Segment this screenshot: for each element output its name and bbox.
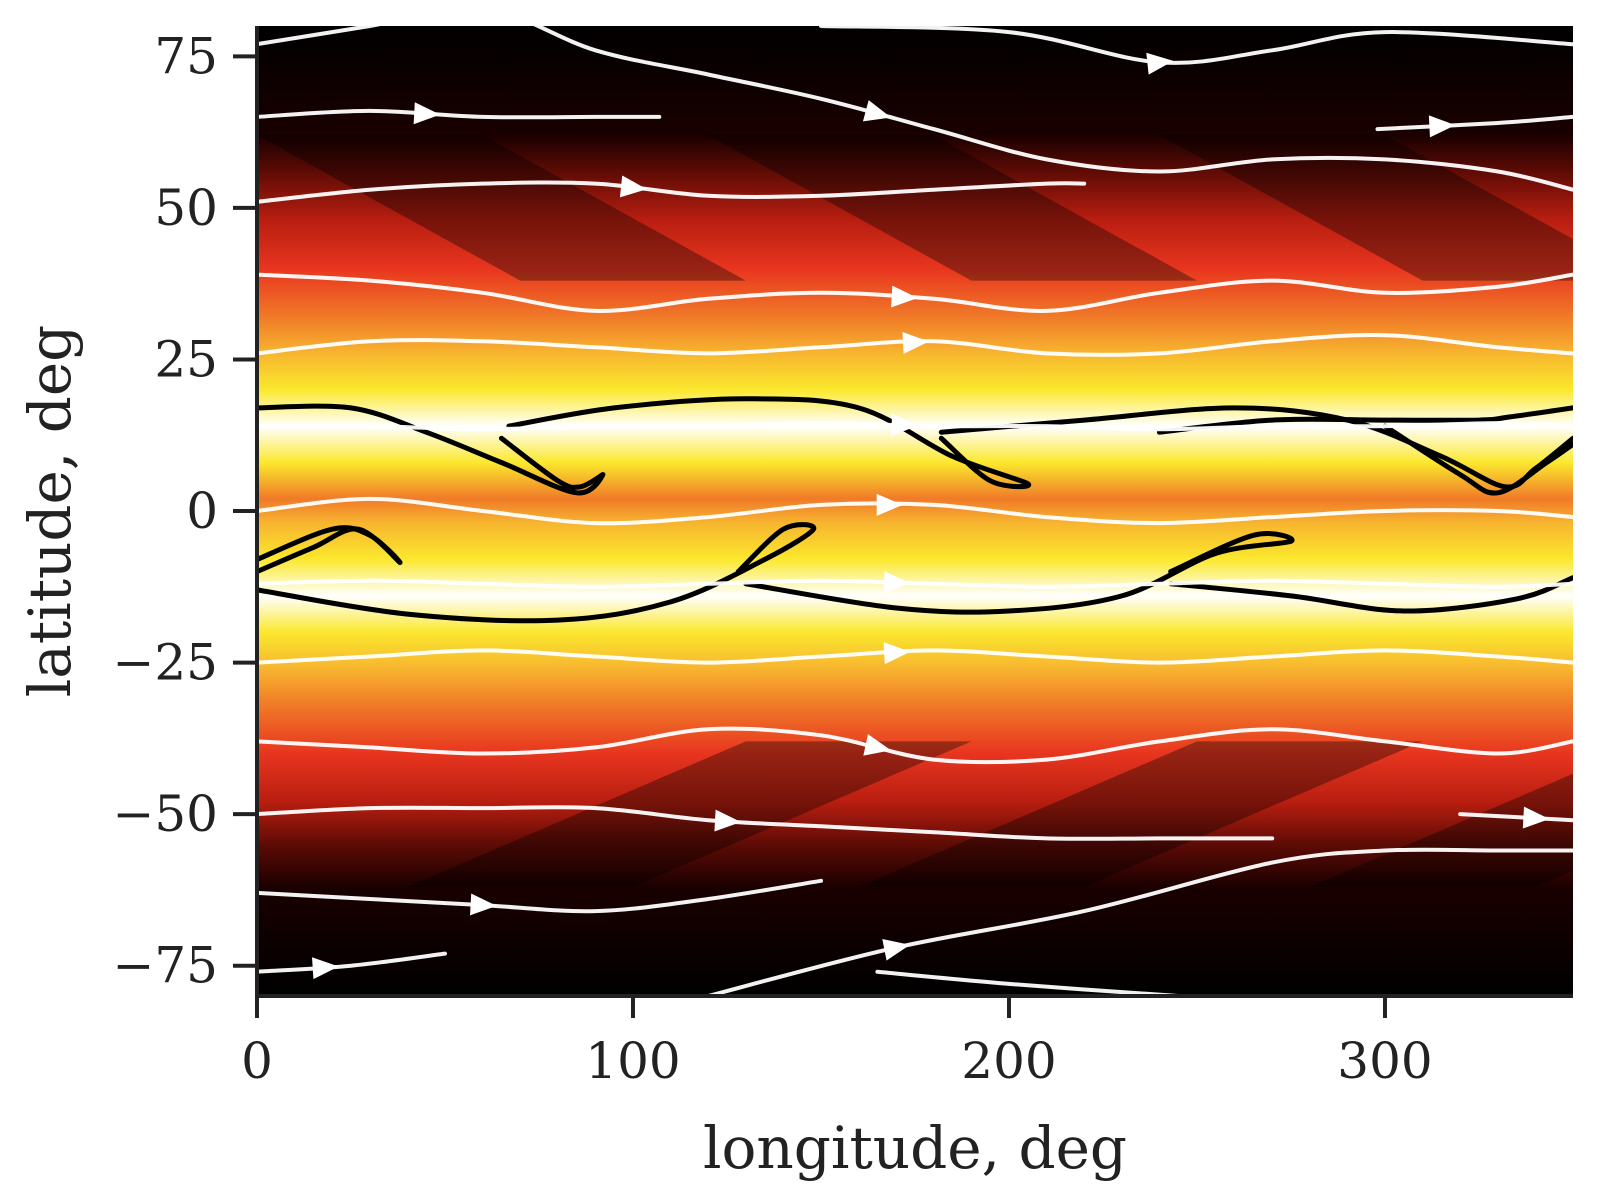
contour-lines [257, 396, 1573, 624]
wave-band-south [858, 741, 1423, 887]
y-tick-label: −75 [112, 937, 218, 995]
x-ticks: 0 100 200 300 [241, 996, 1433, 1090]
streamline-arrow-10 [891, 413, 918, 436]
streamline-9 [257, 496, 1573, 526]
streamline-14 [257, 108, 662, 120]
streamline-arrow-2 [863, 734, 892, 756]
streamline-0 [257, 578, 1573, 589]
wave-band-south [1309, 773, 1573, 887]
streamline-11 [257, 333, 1573, 357]
streamline-arrow-4 [470, 893, 497, 916]
streamline-arrow-16 [1146, 52, 1174, 75]
y-tick-label: −25 [112, 634, 218, 692]
y-tick-label: 25 [154, 330, 218, 388]
contour-line-5 [257, 525, 403, 575]
streamline-arrow-15 [862, 100, 891, 122]
plot-area [257, 26, 1573, 996]
streamline-8 [875, 969, 1181, 996]
streamline-12 [257, 272, 1573, 313]
streamline-4 [257, 878, 823, 914]
contour-line-8 [1168, 575, 1573, 614]
y-tick-label: 50 [154, 179, 218, 237]
contour-line-4 [1382, 423, 1573, 496]
streamline-arrow-7 [1522, 806, 1550, 829]
streamline-1 [257, 648, 1573, 665]
streamline-arrow-9 [876, 493, 903, 516]
streamline-2 [257, 726, 1573, 765]
y-tick-label: 75 [154, 27, 218, 85]
streamline-arrow-0 [883, 571, 911, 594]
streamline-16 [819, 26, 1573, 65]
streamline-7 [1458, 812, 1573, 823]
y-ticks: 75 50 25 0 −25 −50 −75 [112, 27, 257, 995]
y-tick-label: −50 [112, 785, 218, 843]
streamline-arrow-14 [413, 102, 441, 125]
wave-band-north [708, 135, 1197, 281]
contour-line-3 [1156, 405, 1573, 435]
contour-line-0 [257, 403, 606, 496]
streamline-arrow-17 [1428, 115, 1456, 138]
streamlines [257, 26, 1573, 996]
streamline-17 [1375, 114, 1573, 132]
streamline-15 [257, 26, 1573, 192]
x-axis-label: longitude, deg [703, 1114, 1127, 1182]
x-tick-label: 200 [961, 1032, 1056, 1090]
wave-band-south [407, 741, 972, 887]
streamline-3 [257, 805, 1275, 841]
streamline-arrow-11 [902, 331, 929, 354]
contour-line-7 [743, 531, 1295, 615]
streamline-arrow-3 [714, 809, 741, 832]
contour-line-6 [257, 522, 817, 624]
streamline-5 [257, 951, 447, 974]
axes: 0 100 200 300 75 50 25 0 −25 −50 −75 [112, 26, 1573, 1090]
streamline-arrow-13 [619, 175, 647, 198]
wave-band-north [1159, 135, 1573, 281]
streamline-10 [257, 421, 1573, 432]
streamline-arrow-5 [312, 957, 339, 980]
x-tick-label: 100 [585, 1032, 680, 1090]
y-tick-label: 0 [186, 482, 218, 540]
streamline-arrow-1 [883, 642, 911, 665]
x-tick-label: 0 [241, 1032, 273, 1090]
streamline-arrow-6 [882, 938, 910, 961]
y-axis-label: latitude, deg [16, 325, 84, 698]
x-tick-label: 300 [1337, 1032, 1432, 1090]
wave-bands [257, 135, 1573, 887]
wave-band-north [257, 135, 746, 281]
streamline-arrow-12 [891, 285, 918, 308]
contour-line-1 [506, 396, 1032, 490]
streamline-13 [257, 180, 1087, 204]
